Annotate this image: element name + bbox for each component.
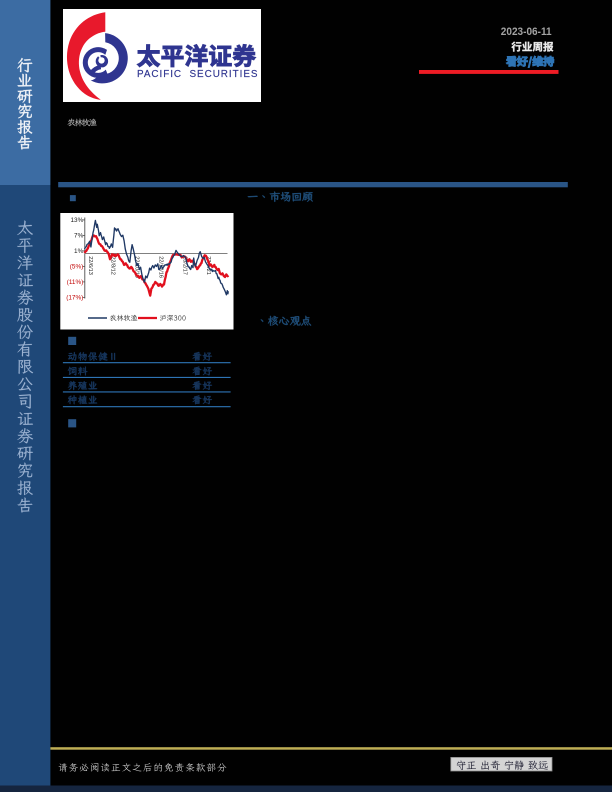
svg-text:(11%): (11%) bbox=[67, 279, 84, 286]
svg-text:23/2/17: 23/2/17 bbox=[181, 256, 187, 275]
svg-text:22/10/19: 22/10/19 bbox=[133, 256, 139, 278]
svg-text:22/6/13: 22/6/13 bbox=[87, 256, 93, 275]
svg-text:PACIFIC SECURITIES: PACIFIC SECURITIES bbox=[137, 69, 259, 80]
svg-text:(17%): (17%) bbox=[66, 295, 83, 302]
svg-text:7%: 7% bbox=[74, 233, 84, 240]
svg-text:1%: 1% bbox=[74, 248, 84, 255]
svg-text:(5%): (5%) bbox=[70, 264, 84, 271]
svg-text:13%: 13% bbox=[71, 217, 84, 224]
svg-text:22/8/12: 22/8/12 bbox=[110, 256, 116, 275]
svg-text:2023-06-11: 2023-06-11 bbox=[501, 26, 552, 38]
